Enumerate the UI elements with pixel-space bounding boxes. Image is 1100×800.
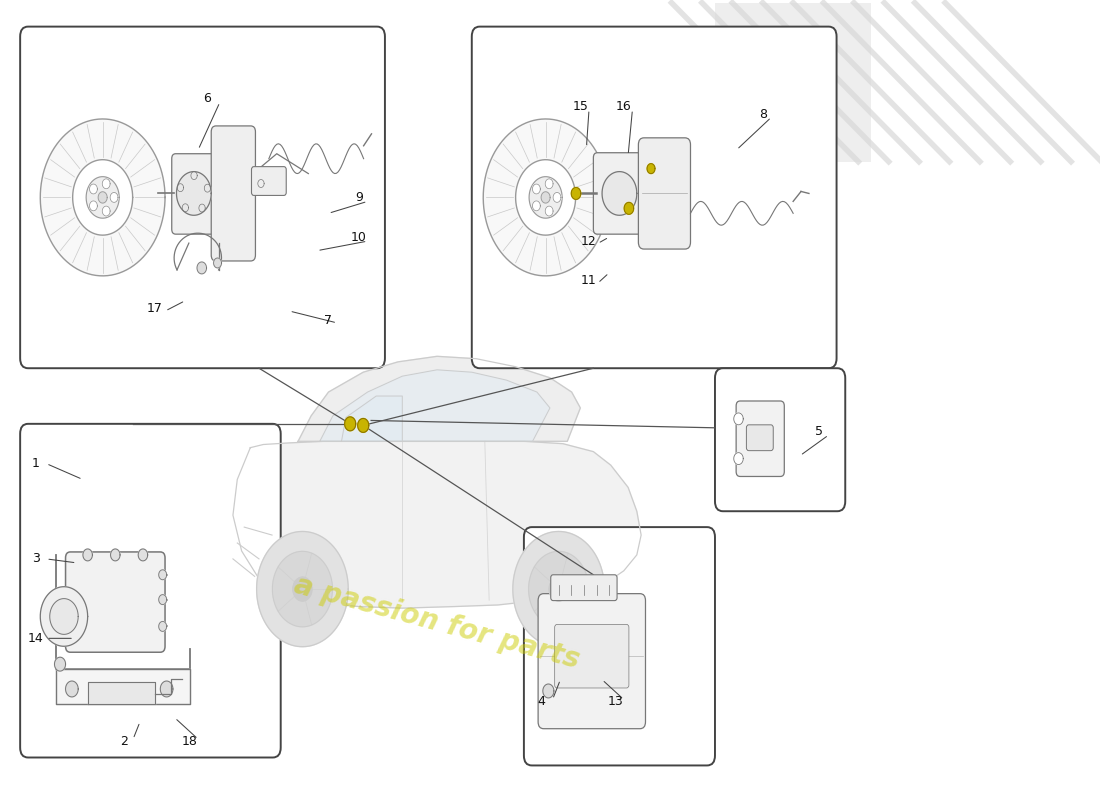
Polygon shape [86,177,119,218]
Polygon shape [734,453,744,465]
Polygon shape [516,160,575,235]
Polygon shape [139,549,147,561]
Text: 2: 2 [120,735,129,748]
Polygon shape [161,681,173,697]
FancyBboxPatch shape [66,552,165,652]
Polygon shape [89,184,98,194]
Polygon shape [55,658,66,671]
Text: 15: 15 [572,99,588,113]
Polygon shape [647,164,654,174]
Text: 9: 9 [355,191,363,204]
Text: 18: 18 [182,735,197,748]
Polygon shape [341,396,403,442]
Polygon shape [98,192,107,203]
Polygon shape [513,531,604,646]
FancyBboxPatch shape [638,138,691,249]
Polygon shape [213,258,221,268]
Text: 10: 10 [351,230,366,244]
FancyBboxPatch shape [747,425,773,450]
Text: 7: 7 [324,314,332,327]
Text: 11: 11 [581,274,597,287]
Polygon shape [111,549,120,561]
Polygon shape [734,413,744,425]
Polygon shape [273,551,332,627]
Text: 1: 1 [32,457,40,470]
Polygon shape [571,187,581,199]
Polygon shape [73,160,133,235]
FancyBboxPatch shape [20,26,385,368]
Polygon shape [553,193,561,202]
Text: 5: 5 [815,426,823,438]
Polygon shape [483,119,608,276]
Polygon shape [82,549,92,561]
Polygon shape [532,201,540,211]
Polygon shape [197,262,207,274]
Polygon shape [41,586,88,646]
Polygon shape [344,417,355,430]
Text: a passion for parts: a passion for parts [292,571,583,674]
Polygon shape [56,669,190,704]
FancyBboxPatch shape [715,368,845,511]
FancyBboxPatch shape [715,2,871,162]
FancyBboxPatch shape [524,527,715,766]
Text: 12: 12 [581,234,597,248]
Polygon shape [298,356,581,442]
Text: 17: 17 [146,302,163,315]
Polygon shape [102,179,110,189]
FancyBboxPatch shape [593,153,646,234]
Polygon shape [546,179,553,189]
Polygon shape [358,418,368,432]
Text: 4: 4 [537,695,546,708]
Polygon shape [602,171,637,215]
Text: 6: 6 [202,92,211,105]
Text: 14: 14 [28,632,44,645]
Polygon shape [532,184,540,194]
FancyBboxPatch shape [211,126,255,261]
FancyBboxPatch shape [551,574,617,601]
Polygon shape [233,442,641,608]
FancyBboxPatch shape [736,401,784,477]
Text: 8: 8 [759,107,767,121]
FancyBboxPatch shape [472,26,837,368]
Polygon shape [529,177,562,218]
FancyBboxPatch shape [538,594,646,729]
Polygon shape [549,577,568,601]
Polygon shape [541,192,550,203]
Text: 13: 13 [607,695,623,708]
Polygon shape [293,577,312,601]
FancyBboxPatch shape [252,166,286,195]
Polygon shape [320,370,550,442]
FancyBboxPatch shape [20,424,281,758]
Polygon shape [88,682,155,704]
Polygon shape [66,681,78,697]
Polygon shape [158,594,166,605]
Polygon shape [256,531,349,646]
Polygon shape [41,119,165,276]
Polygon shape [158,622,166,631]
Polygon shape [158,570,166,580]
Polygon shape [110,193,118,202]
Polygon shape [176,171,211,215]
Polygon shape [542,684,554,698]
Polygon shape [529,551,589,627]
Polygon shape [546,206,553,216]
Text: 16: 16 [616,99,631,113]
Polygon shape [102,206,110,216]
FancyBboxPatch shape [554,625,629,688]
Polygon shape [89,201,98,211]
FancyBboxPatch shape [172,154,224,234]
Text: 3: 3 [32,552,40,566]
Polygon shape [624,202,634,214]
Polygon shape [50,598,78,634]
